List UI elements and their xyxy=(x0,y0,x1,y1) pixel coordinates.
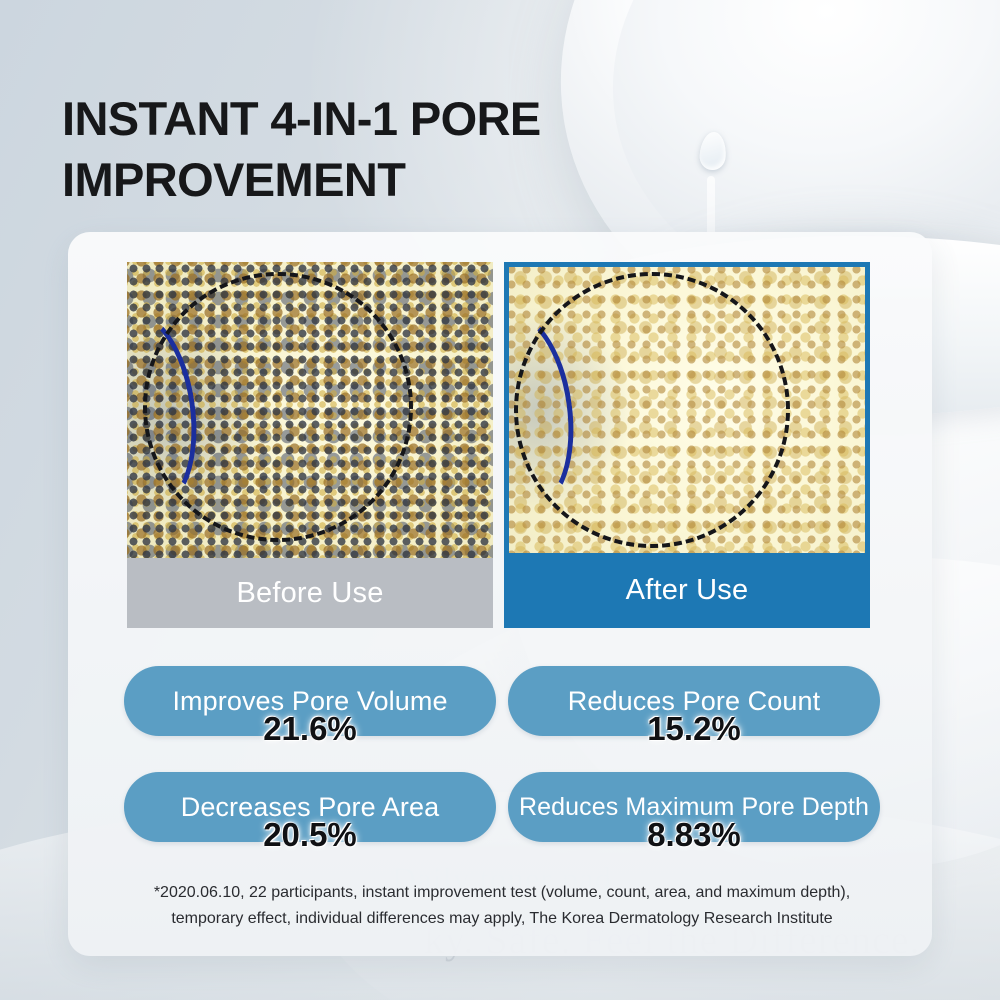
stat-label: Improves Pore Volume xyxy=(124,666,496,736)
stat-value: 8.83% xyxy=(647,816,741,853)
stat-label: Reduces Pore Count xyxy=(508,666,880,736)
stat-value: 20.5% xyxy=(263,816,357,853)
water-droplet-icon xyxy=(698,131,728,171)
footnote-line-1: *2020.06.10, 22 participants, instant im… xyxy=(153,884,851,901)
before-caption: Before Use xyxy=(127,558,493,628)
stat-pore-area: Decreases Pore Area 20.5% xyxy=(124,772,496,853)
footnote-line-2: temporary effect, individual differences… xyxy=(171,909,833,927)
stat-label: Reduces Maximum Pore Depth xyxy=(508,772,880,842)
stat-max-pore-depth: Reduces Maximum Pore Depth 8.83% xyxy=(508,772,880,853)
after-panel: After Use xyxy=(504,262,870,628)
stat-pore-volume: Improves Pore Volume 21.6% xyxy=(124,666,496,747)
stat-label: Decreases Pore Area xyxy=(124,772,496,842)
stat-value: 21.6% xyxy=(263,710,357,747)
measurement-circle xyxy=(514,272,790,548)
stat-pore-count: Reduces Pore Count 15.2% xyxy=(508,666,880,747)
before-photo xyxy=(127,262,493,558)
measurement-circle xyxy=(143,272,413,542)
after-photo xyxy=(504,262,870,558)
after-caption: After Use xyxy=(504,558,870,628)
page-title: INSTANT 4-IN-1 PORE IMPROVEMENT xyxy=(62,92,541,206)
footnote: *2020.06.10, 22 participants, instant im… xyxy=(118,880,886,932)
before-panel: Before Use xyxy=(127,262,493,628)
stat-value: 15.2% xyxy=(647,710,741,747)
